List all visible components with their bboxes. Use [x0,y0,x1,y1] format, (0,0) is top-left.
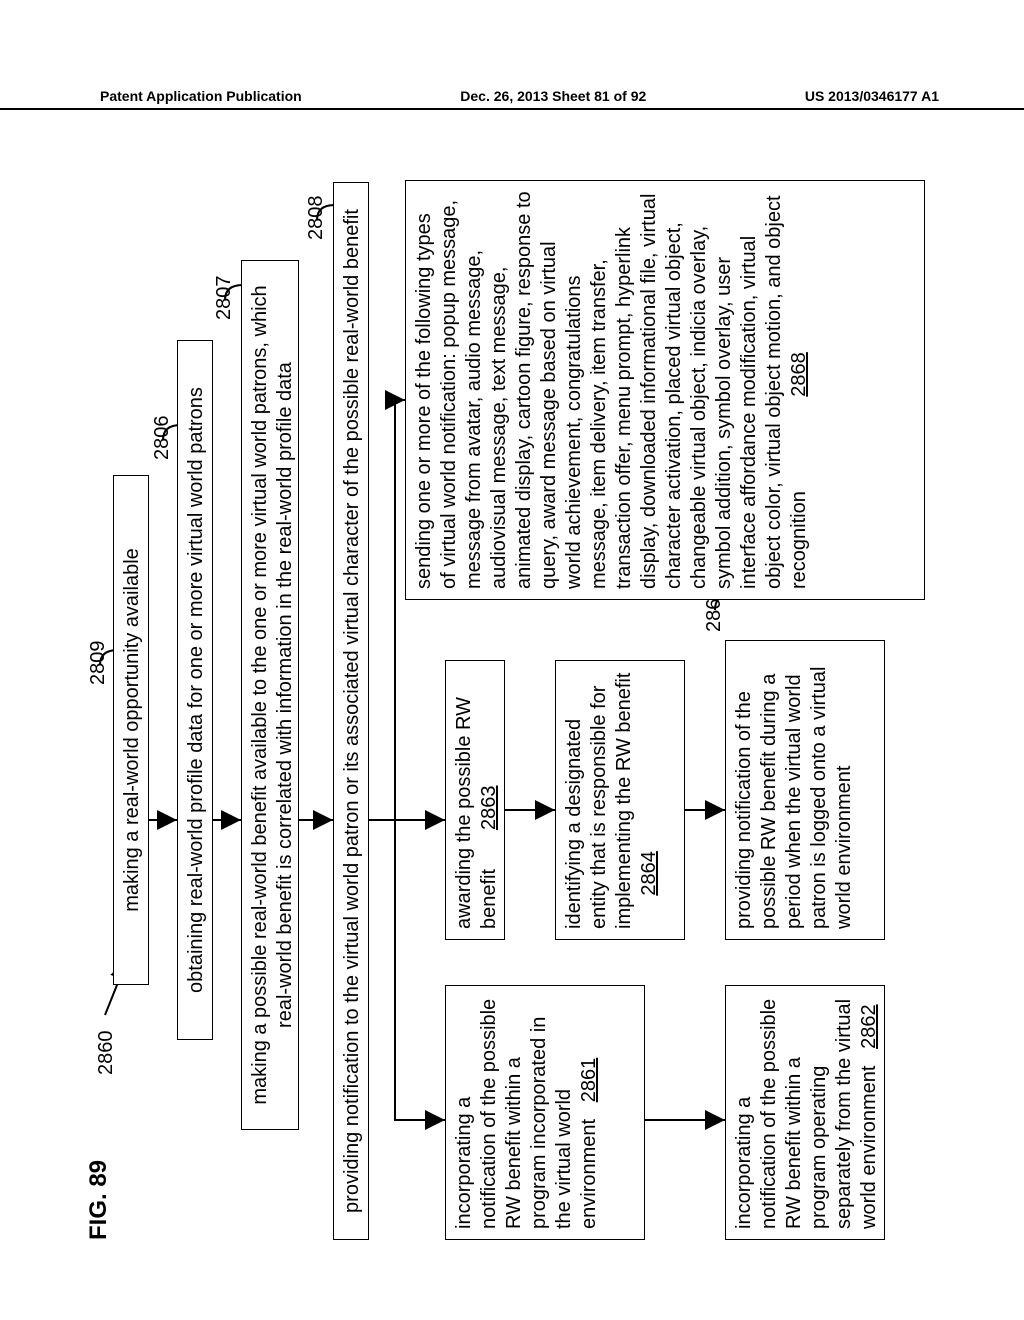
ref-2806: 2806 [151,416,174,461]
box-2807-text: making a possible real-world benefit ava… [249,285,296,1104]
box-2809-text: making a real-world opportunity availabl… [121,548,143,912]
box-2861: incorporating a notification of the poss… [445,985,645,1240]
box-2864: identifying a designated entity that is … [555,660,685,940]
header-right: US 2013/0346177 A1 [805,88,939,104]
ref-2864: 2864 [638,851,660,896]
page-header: Patent Application Publication Dec. 26, … [0,88,1024,110]
box-2807: making a possible real-world benefit ava… [241,260,299,1130]
box-2862: incorporating a notification of the poss… [725,985,885,1240]
box-2863: awarding the possible RW benefit 2863 [445,660,505,940]
box-2866-text: providing notification of the possible R… [733,667,855,929]
box-2806-text: obtaining real-world profile data for on… [185,387,207,993]
ref-2807: 2807 [213,276,236,321]
ref-2860: 2860 [95,1031,118,1076]
ref-2863: 2863 [478,786,500,831]
diagram-wrap: FIG. 89 2860 making a real-world opportu… [85,180,939,1240]
figure-label: FIG. 89 [85,1160,113,1240]
ref-2808: 2808 [305,196,328,241]
ref-2861: 2861 [578,1058,600,1103]
ref-2868: 2868 [788,352,810,397]
box-2809: making a real-world opportunity availabl… [113,475,149,985]
flowchart-diagram: FIG. 89 2860 making a real-world opportu… [85,180,939,1240]
box-2868: sending one or more of the following typ… [405,180,925,600]
box-2808: providing notification to the virtual wo… [333,182,369,1240]
box-2861-text: incorporating a notification of the poss… [453,999,600,1229]
box-2868-text: sending one or more of the following typ… [413,191,810,589]
box-2808-text: providing notification to the virtual wo… [341,209,363,1213]
box-2866: providing notification of the possible R… [725,640,885,940]
box-2864-text: identifying a designated entity that is … [563,673,635,929]
ref-2809: 2809 [87,641,110,686]
header-center: Dec. 26, 2013 Sheet 81 of 92 [460,88,646,104]
ref-2862: 2862 [858,1004,880,1049]
header-left: Patent Application Publication [100,88,302,104]
box-2806: obtaining real-world profile data for on… [177,340,213,1040]
